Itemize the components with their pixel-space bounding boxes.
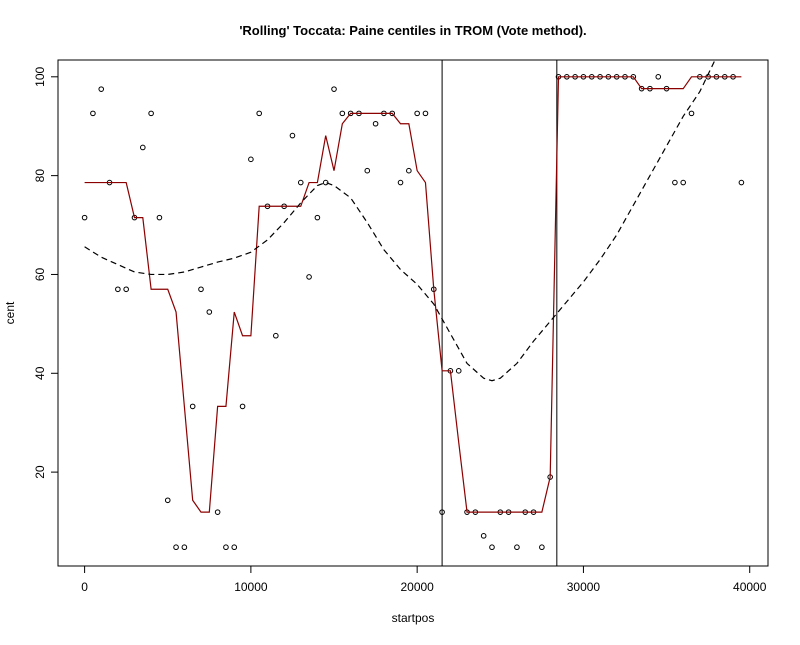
- x-axis-label: startpos: [392, 611, 435, 625]
- rolling-line: [84, 76, 742, 513]
- y-axis-label: cent: [3, 301, 17, 324]
- data-point: [289, 132, 296, 139]
- data-point: [164, 497, 171, 504]
- plot-area: [81, 60, 745, 566]
- data-point: [148, 110, 154, 117]
- data-point: [539, 544, 545, 551]
- data-point: [680, 179, 686, 186]
- data-point: [223, 544, 229, 551]
- data-point: [206, 309, 213, 315]
- data-point: [514, 544, 520, 551]
- data-point: [322, 179, 329, 186]
- data-point: [115, 286, 121, 293]
- data-point: [189, 403, 196, 410]
- plot-frame: [57, 59, 769, 567]
- x-tick-label: 30000: [567, 580, 601, 594]
- data-point: [314, 214, 321, 221]
- chart-title: 'Rolling' Toccata: Paine centiles in TRO…: [239, 23, 586, 38]
- data-point: [231, 544, 238, 551]
- data-point: [239, 403, 246, 410]
- data-point: [81, 214, 88, 221]
- data-point: [123, 286, 129, 293]
- data-point: [422, 110, 429, 117]
- data-point: [90, 110, 96, 117]
- y-tick-label: 80: [33, 169, 47, 183]
- y-tick-label: 100: [33, 66, 47, 86]
- data-point: [181, 544, 188, 551]
- data-point: [273, 332, 279, 339]
- data-point: [672, 179, 678, 186]
- data-point: [198, 286, 204, 293]
- x-tick-label: 40000: [733, 580, 767, 594]
- data-point: [256, 110, 262, 117]
- data-point: [306, 274, 312, 280]
- data-point: [688, 110, 695, 117]
- y-tick-label: 60: [33, 267, 47, 281]
- x-tick-label: 10000: [234, 580, 268, 594]
- x-tick-label: 0: [81, 580, 88, 594]
- data-point: [738, 179, 745, 186]
- data-point: [364, 167, 371, 174]
- data-point: [98, 86, 105, 92]
- data-point: [140, 144, 146, 151]
- y-tick-label: 20: [33, 465, 47, 479]
- data-point: [173, 544, 179, 551]
- data-point: [480, 533, 487, 539]
- data-point: [331, 86, 337, 92]
- data-point: [156, 214, 163, 221]
- data-point: [455, 368, 462, 374]
- data-point: [372, 120, 379, 127]
- data-point: [397, 179, 404, 186]
- data-point: [339, 110, 346, 117]
- data-point: [297, 179, 304, 186]
- data-point: [248, 156, 254, 163]
- data-point: [414, 110, 420, 117]
- data-point: [214, 509, 221, 515]
- data-point: [439, 509, 445, 515]
- data-point: [406, 167, 412, 174]
- data-point: [655, 74, 662, 80]
- data-point: [489, 544, 495, 551]
- y-tick-label: 40: [33, 366, 47, 380]
- x-tick-label: 20000: [400, 580, 434, 594]
